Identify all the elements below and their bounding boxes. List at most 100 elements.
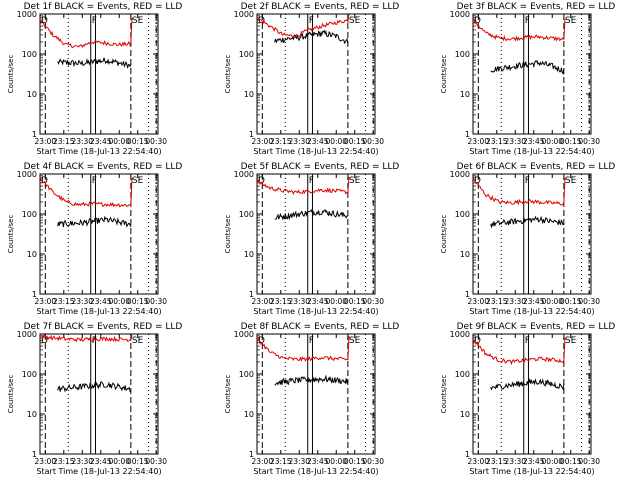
series-lld [256,335,350,363]
y-tick-label: 1 [465,450,470,459]
detector-panel-5: Det 5f BLACK = Events, RED = LLD 1 10 100 10… [224,162,399,316]
x-tick-label: 23:45 [523,457,545,466]
y-tick-label: 100 [455,50,470,59]
marker-label-se: SE [565,16,577,26]
series-events [57,380,131,393]
y-tick-label: 10 [244,250,254,259]
x-tick-label: 00:30 [145,297,167,306]
y-tick-label: 10 [244,90,254,99]
y-tick-label: 10 [460,90,470,99]
x-tick-label: 23:15 [270,137,292,146]
plot-frame [472,13,592,135]
x-tick-label: 00:00 [325,297,347,306]
x-tick-label: 00:00 [541,297,563,306]
y-tick-label: 1000 [17,170,37,179]
marker-label-se: SE [349,16,361,26]
y-tick-label: 100 [239,50,254,59]
x-tick-label: 00:15 [127,297,149,306]
y-tick-label: 1000 [450,170,470,179]
y-tick-label: 1 [249,290,254,299]
x-tick-label: 00:15 [560,457,582,466]
marker-label-f: F [525,16,530,26]
marker-label-d: D [41,176,48,186]
x-tick-label: 23:30 [504,297,526,306]
y-tick-label: 100 [239,370,254,379]
y-tick-label: 10 [460,410,470,419]
x-tick-label: 23:15 [270,297,292,306]
marker-label-d: D [258,336,265,346]
x-tick-label: 23:15 [53,297,75,306]
detector-panel-8: Det 8f BLACK = Events, RED = LLD 1 10 100 10… [224,322,399,476]
marker-label-d: D [41,336,48,346]
y-axis-label: Counts/sec [224,55,232,94]
x-tick-label: 23:45 [307,137,329,146]
panel-title: Det 1f BLACK = Events, RED = LLD [24,2,183,12]
x-tick-label: 23:00 [467,137,489,146]
x-tick-label: 23:15 [486,297,508,306]
x-tick-label: 00:30 [362,297,384,306]
x-tick-label: 23:15 [53,137,75,146]
x-tick-label: 23:00 [34,457,56,466]
y-tick-label: 100 [22,370,37,379]
x-axis-label: Start Time (18-Jul-13 22:54:40) [36,307,161,316]
x-tick-label: 00:00 [325,137,347,146]
x-tick-label: 23:30 [288,137,310,146]
x-axis-label: Start Time (18-Jul-13 22:54:40) [253,307,378,316]
marker-label-f: F [525,336,530,346]
x-tick-label: 00:00 [325,457,347,466]
y-tick-label: 1000 [17,330,37,339]
plot-frame [256,13,376,135]
x-tick-label: 00:30 [578,457,600,466]
marker-label-d: D [474,336,481,346]
series-lld [256,13,350,39]
marker-label-se: SE [132,16,144,26]
x-tick-label: 23:15 [270,457,292,466]
y-tick-label: 10 [244,410,254,419]
detector-panel-4: Det 4f BLACK = Events, RED = LLD 1 10 100 10… [7,162,182,316]
y-tick-label: 1 [32,450,37,459]
marker-label-d: D [474,16,481,26]
plot-frame [256,333,376,455]
y-axis-label: Counts/sec [7,215,15,254]
x-tick-label: 23:00 [251,137,273,146]
plot-frame [39,333,159,455]
x-tick-label: 23:00 [34,137,56,146]
x-tick-label: 23:30 [71,457,93,466]
x-tick-label: 00:30 [578,297,600,306]
detector-panel-9: Det 9f BLACK = Events, RED = LLD 1 10 100 10… [440,322,615,476]
series-events [274,374,349,386]
panel-title: Det 8f BLACK = Events, RED = LLD [241,322,400,332]
x-tick-label: 00:15 [344,297,366,306]
panel-title: Det 3f BLACK = Events, RED = LLD [457,2,616,12]
x-tick-label: 00:00 [108,297,130,306]
series-lld [472,337,566,366]
y-tick-label: 10 [27,410,37,419]
marker-label-f: F [92,176,97,186]
x-tick-label: 23:45 [523,297,545,306]
x-tick-label: 00:30 [362,137,384,146]
plot-frame [39,13,159,135]
y-tick-label: 1 [32,130,37,139]
y-axis-label: Counts/sec [7,55,15,94]
marker-label-f: F [309,336,314,346]
x-tick-label: 23:45 [307,457,329,466]
x-tick-label: 23:45 [90,457,112,466]
x-tick-label: 23:15 [486,457,508,466]
panel-title: Det 9f BLACK = Events, RED = LLD [457,322,616,332]
marker-label-se: SE [565,336,577,346]
series-events [57,215,132,228]
marker-label-d: D [258,176,265,186]
x-axis-label: Start Time (18-Jul-13 22:54:40) [36,147,161,156]
series-events [274,29,349,45]
panel-title: Det 4f BLACK = Events, RED = LLD [24,162,183,172]
x-axis-label: Start Time (18-Jul-13 22:54:40) [469,467,594,476]
series-lld [472,177,566,206]
y-tick-label: 100 [239,210,254,219]
y-tick-label: 1000 [234,170,254,179]
panel-title: Det 6f BLACK = Events, RED = LLD [457,162,616,172]
x-tick-label: 00:00 [108,137,130,146]
x-tick-label: 23:15 [486,137,508,146]
x-tick-label: 00:15 [344,457,366,466]
x-tick-label: 00:30 [145,137,167,146]
y-tick-label: 10 [27,90,37,99]
